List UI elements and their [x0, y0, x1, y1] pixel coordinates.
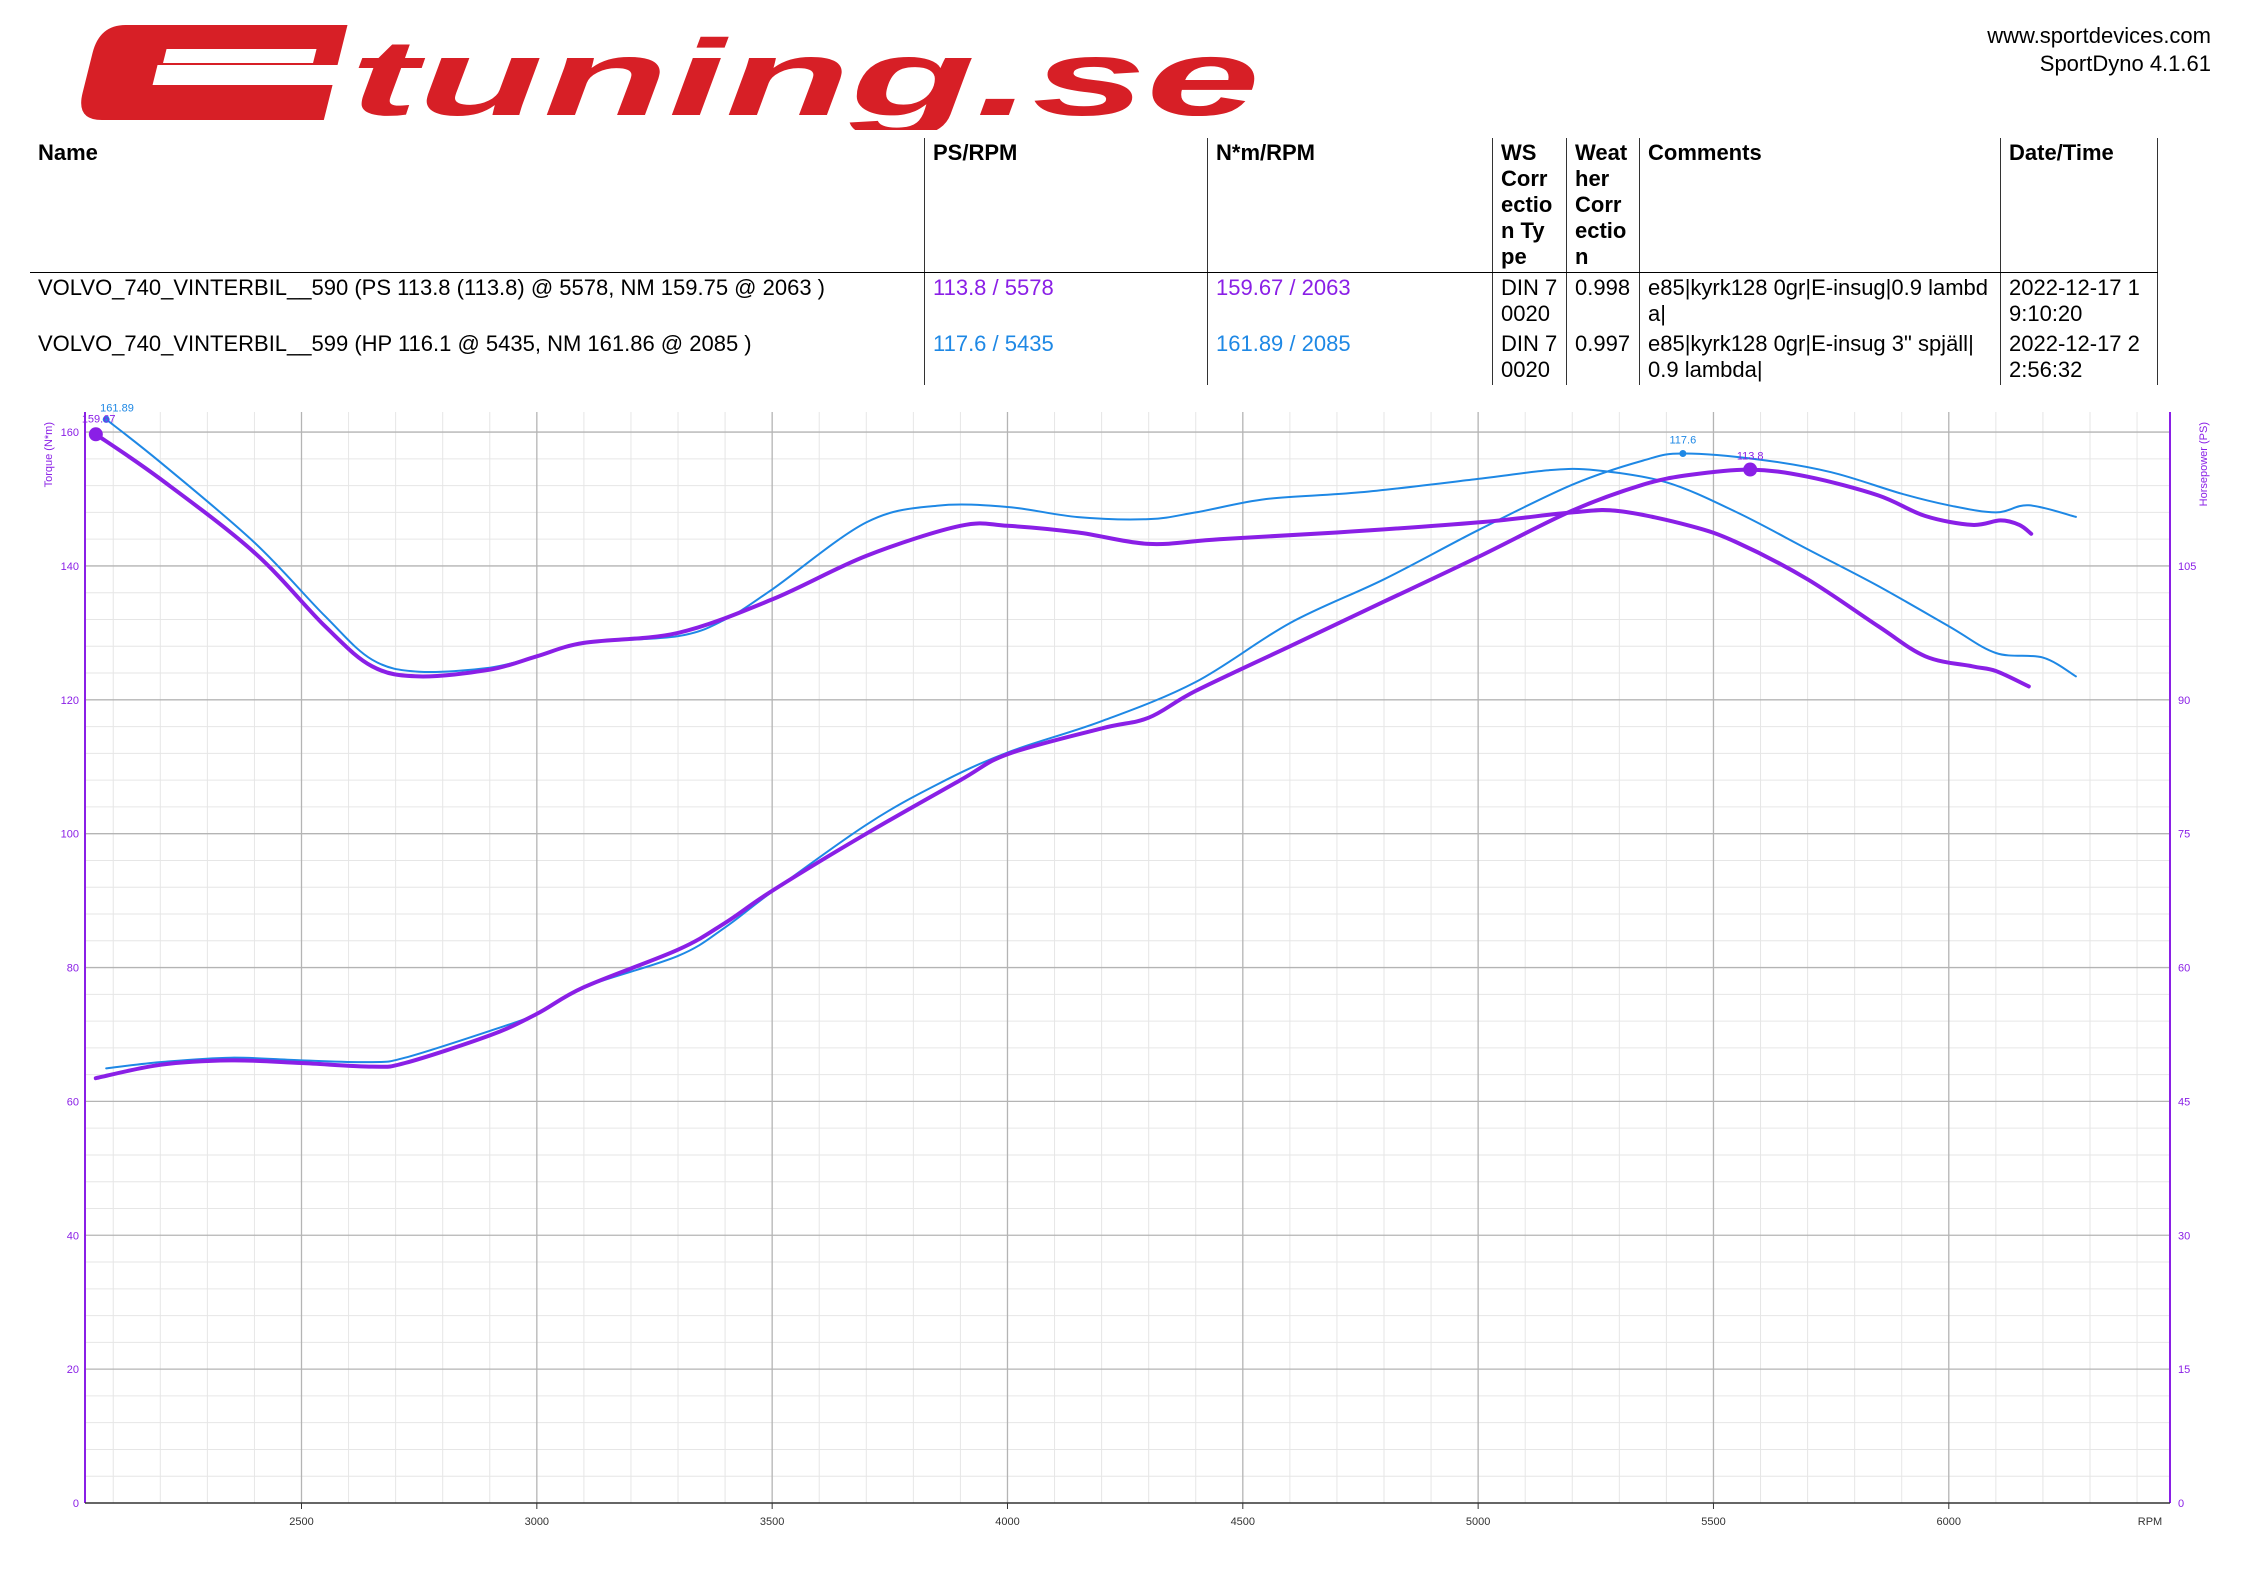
run-ws-correction: DIN 70020: [1492, 329, 1567, 385]
series-line-599-torque: [105, 418, 2077, 678]
y-left-tick-label: 20: [67, 1364, 79, 1376]
y-left-tick-label: 80: [67, 963, 79, 975]
run-weather-correction: 0.998: [1566, 272, 1640, 329]
y-right-tick-label: 0: [2178, 1498, 2184, 1510]
y-left-tick-label: 120: [61, 695, 79, 707]
x-tick-label: 2500: [289, 1516, 313, 1528]
table-row: VOLVO_740_VINTERBIL__590 (PS 113.8 (113.…: [30, 272, 2158, 329]
x-tick-label: 4000: [995, 1516, 1019, 1528]
run-ps-rpm: 113.8 / 5578: [924, 272, 1208, 329]
y-left-tick-label: 60: [67, 1096, 79, 1108]
run-nm-rpm: 161.89 / 2085: [1207, 329, 1493, 385]
x-tick-label: 3500: [760, 1516, 784, 1528]
y-left-axis-label: Torque (N*m): [43, 422, 55, 487]
logo-e-mark: [81, 25, 348, 120]
x-axis-label: RPM: [2138, 1516, 2162, 1528]
peak-label-590-left: 159.67: [82, 413, 116, 425]
y-right-tick-label: 90: [2178, 695, 2190, 707]
runs-table: Name PS/RPM N*m/RPM WS Correction Type W…: [30, 138, 2158, 385]
y-left-tick-label: 100: [61, 829, 79, 841]
run-comments: e85|kyrk128 0gr|E-insug|0.9 lambda|: [1639, 272, 2001, 329]
col-weather-correction: Weather Correction: [1566, 138, 1640, 273]
table-header-row: Name PS/RPM N*m/RPM WS Correction Type W…: [30, 138, 2158, 273]
run-weather-correction: 0.997: [1566, 329, 1640, 385]
y-right-tick-label: 30: [2178, 1230, 2190, 1242]
y-left-tick-label: 160: [61, 427, 79, 439]
col-datetime: Date/Time: [2000, 138, 2158, 273]
peak-label-590-right: 113.8: [1737, 451, 1764, 463]
run-name: VOLVO_740_VINTERBIL__590 (PS 113.8 (113.…: [30, 272, 925, 329]
series-line-599-power: [105, 452, 2077, 1070]
peak-marker-590-right: [1743, 462, 1758, 477]
col-nm-rpm: N*m/RPM: [1207, 138, 1493, 273]
site-url: www.sportdevices.com: [1987, 23, 2211, 48]
y-right-tick-label: 60: [2178, 963, 2190, 975]
series-line-590-power: [93, 467, 2034, 1081]
site-info: www.sportdevices.com SportDyno 4.1.61: [1987, 22, 2211, 78]
run-nm-rpm: 159.67 / 2063: [1207, 272, 1493, 329]
y-right-tick-label: 45: [2178, 1096, 2190, 1108]
col-name: Name: [30, 138, 925, 273]
run-ws-correction: DIN 70020: [1492, 272, 1567, 329]
col-ws-correction: WS Correction Type: [1492, 138, 1567, 273]
x-tick-label: 6000: [1937, 1516, 1961, 1528]
x-tick-label: 3000: [525, 1516, 549, 1528]
etuning-logo: tuning.se: [81, 17, 1260, 130]
run-datetime: 2022-12-17 22:56:32: [2000, 329, 2158, 385]
peak-marker-599-left: [102, 415, 110, 423]
y-right-axis-label: Horsepower (PS): [2198, 422, 2210, 506]
run-comments: e85|kyrk128 0gr|E-insug 3" spjäll|0.9 la…: [1639, 329, 2001, 385]
peak-label-599-right: 117.6: [1670, 434, 1697, 446]
col-comments: Comments: [1639, 138, 2001, 273]
y-right-tick-label: 15: [2178, 1364, 2190, 1376]
software-version: SportDyno 4.1.61: [2039, 51, 2211, 76]
peak-marker-599-right: [1679, 449, 1687, 457]
run-ps-rpm: 117.6 / 5435: [924, 329, 1208, 385]
series-line-590-torque: [93, 432, 2031, 689]
x-tick-label: 5500: [1701, 1516, 1725, 1528]
run-name: VOLVO_740_VINTERBIL__599 (HP 116.1 @ 543…: [30, 329, 925, 385]
y-left-tick-label: 140: [61, 561, 79, 573]
x-tick-label: 5000: [1466, 1516, 1490, 1528]
y-left-tick-label: 0: [73, 1498, 79, 1510]
peak-label-599-left: 161.89: [100, 402, 134, 414]
dyno-chart: 2500 3000 3500 4000 4500 5000 5500 6000 RPM 0 20 40…: [43, 402, 2210, 1528]
col-ps-rpm: PS/RPM: [924, 138, 1208, 273]
table-row: VOLVO_740_VINTERBIL__599 (HP 116.1 @ 543…: [30, 329, 2158, 385]
y-right-tick-label: 105: [2178, 561, 2196, 573]
peak-marker-590-left: [88, 427, 103, 442]
y-right-tick-label: 75: [2178, 829, 2190, 841]
x-tick-label: 4500: [1231, 1516, 1255, 1528]
y-left-tick-label: 40: [67, 1230, 79, 1242]
run-datetime: 2022-12-17 19:10:20: [2000, 272, 2158, 329]
logo-wordmark: tuning.se: [350, 17, 1260, 130]
